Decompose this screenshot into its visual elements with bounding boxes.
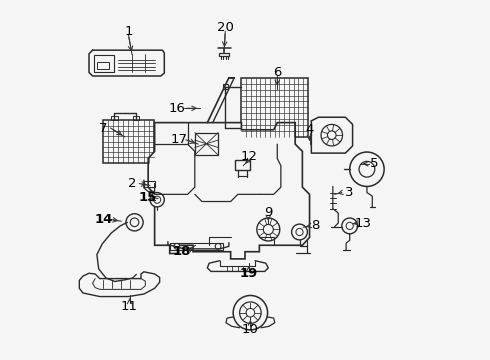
Circle shape [233,296,268,330]
Text: 14: 14 [94,213,113,226]
Text: 6: 6 [273,66,281,79]
Bar [133,116,139,120]
Circle shape [342,218,358,234]
Text: 19: 19 [240,267,258,280]
Text: 7: 7 [99,122,108,135]
Circle shape [130,218,139,226]
Bar [111,116,118,120]
Polygon shape [79,272,160,297]
Circle shape [126,214,143,231]
Bar [144,181,155,187]
Bar [242,78,308,137]
Text: 2: 2 [128,177,136,190]
Text: 13: 13 [355,216,372,230]
Circle shape [150,193,164,207]
Text: 9: 9 [264,207,272,220]
Polygon shape [148,123,310,259]
Circle shape [296,228,303,235]
Text: 17: 17 [170,133,187,146]
Circle shape [359,161,375,177]
Bar [95,55,114,72]
Bar [223,84,228,89]
Circle shape [346,222,353,229]
Text: 4: 4 [305,123,314,136]
Text: 8: 8 [311,219,319,233]
Text: 11: 11 [121,300,138,313]
Bar [223,126,228,131]
Circle shape [321,125,343,146]
Polygon shape [195,133,218,155]
Circle shape [240,302,261,323]
Circle shape [174,243,180,249]
Text: 20: 20 [217,21,234,34]
Bar [235,160,250,170]
Circle shape [257,218,280,241]
Text: 10: 10 [242,323,259,336]
Circle shape [350,152,384,186]
Bar [103,121,153,163]
Text: 18: 18 [173,244,192,257]
Text: 1: 1 [124,25,133,38]
Circle shape [215,243,221,249]
Text: 12: 12 [240,150,257,163]
Circle shape [246,309,255,317]
Bar [97,62,109,69]
Bar [170,243,223,250]
Bar [115,278,127,284]
Bar [219,53,229,56]
Text: 3: 3 [345,186,353,199]
Circle shape [153,196,161,203]
Text: 5: 5 [370,157,378,170]
Circle shape [263,225,273,234]
Circle shape [292,224,307,240]
Text: 16: 16 [169,102,185,115]
Circle shape [327,131,336,139]
Text: 15: 15 [138,191,157,204]
